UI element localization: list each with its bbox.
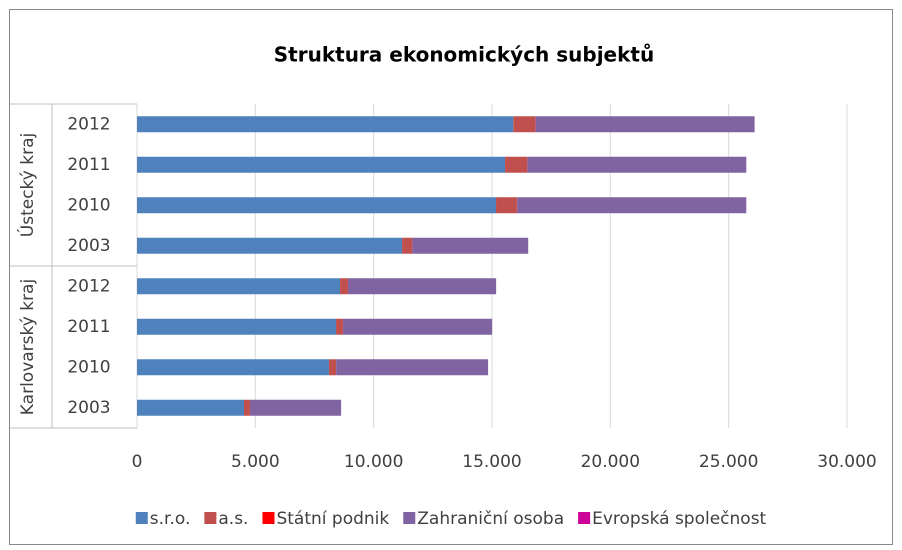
bar-segment — [517, 197, 747, 214]
bar-segment — [402, 237, 413, 254]
bar-segment — [336, 359, 489, 376]
legend: s.r.o. a.s. Státní podnik Zahraniční osoba E… — [135, 509, 767, 529]
bar-segment — [137, 116, 514, 133]
y-tick-label: 2011 — [67, 155, 110, 175]
legend-swatch — [403, 512, 416, 524]
bar-segment — [505, 156, 528, 173]
legend-label: s.r.o. — [150, 509, 191, 529]
y-tick-label: 2003 — [67, 398, 110, 418]
y-tick-label: 2011 — [67, 317, 110, 337]
bar-segment — [137, 278, 341, 295]
legend-swatch — [262, 512, 275, 524]
bar-segment — [137, 318, 337, 335]
bar-segment — [137, 156, 506, 173]
x-tick-label: 10.000 — [344, 452, 403, 472]
x-tick-label: 20.000 — [581, 452, 640, 472]
bar-segment — [535, 116, 755, 133]
legend-swatch — [135, 512, 148, 524]
chart-frame — [9, 9, 893, 545]
y-tick-label: 2003 — [67, 236, 110, 256]
bar-segment — [496, 197, 517, 214]
x-tick-label: 25.000 — [699, 452, 758, 472]
bar-segment — [336, 318, 343, 335]
bar-segment — [347, 278, 497, 295]
legend-label: Zahraniční osoba — [417, 509, 564, 529]
bar-segment — [412, 237, 529, 254]
legend-label: a.s. — [218, 509, 248, 529]
x-tick-label: 30.000 — [817, 452, 876, 472]
bar-segment — [340, 278, 348, 295]
y-tick-label: 2010 — [67, 195, 110, 215]
bar-segment — [137, 399, 244, 416]
x-tick-label: 15.000 — [462, 452, 521, 472]
legend-swatch — [204, 512, 217, 524]
bar-segment — [137, 197, 497, 214]
legend-label: Evropská společnost — [592, 509, 766, 529]
y-tick-label: 2010 — [67, 357, 110, 377]
x-tick-label: 0 — [132, 452, 143, 472]
legend-swatch — [578, 512, 591, 524]
bar-segment — [513, 116, 536, 133]
legend-label: Státní podnik — [276, 509, 389, 529]
bar-segment — [137, 359, 329, 376]
bar-segment — [328, 359, 337, 376]
group-label: Ústecký kraj — [16, 133, 38, 237]
y-tick-label: 2012 — [67, 276, 110, 296]
bar-segment — [527, 156, 747, 173]
group-label: Karlovarský kraj — [18, 279, 38, 415]
y-tick-label: 2012 — [67, 114, 110, 134]
bar-segment — [137, 237, 403, 254]
bar-segment — [343, 318, 493, 335]
chart-title: Struktura ekonomických subjektů — [274, 43, 654, 67]
bar-segment — [250, 399, 342, 416]
x-tick-label: 5.000 — [231, 452, 280, 472]
bar-segment — [243, 399, 250, 416]
